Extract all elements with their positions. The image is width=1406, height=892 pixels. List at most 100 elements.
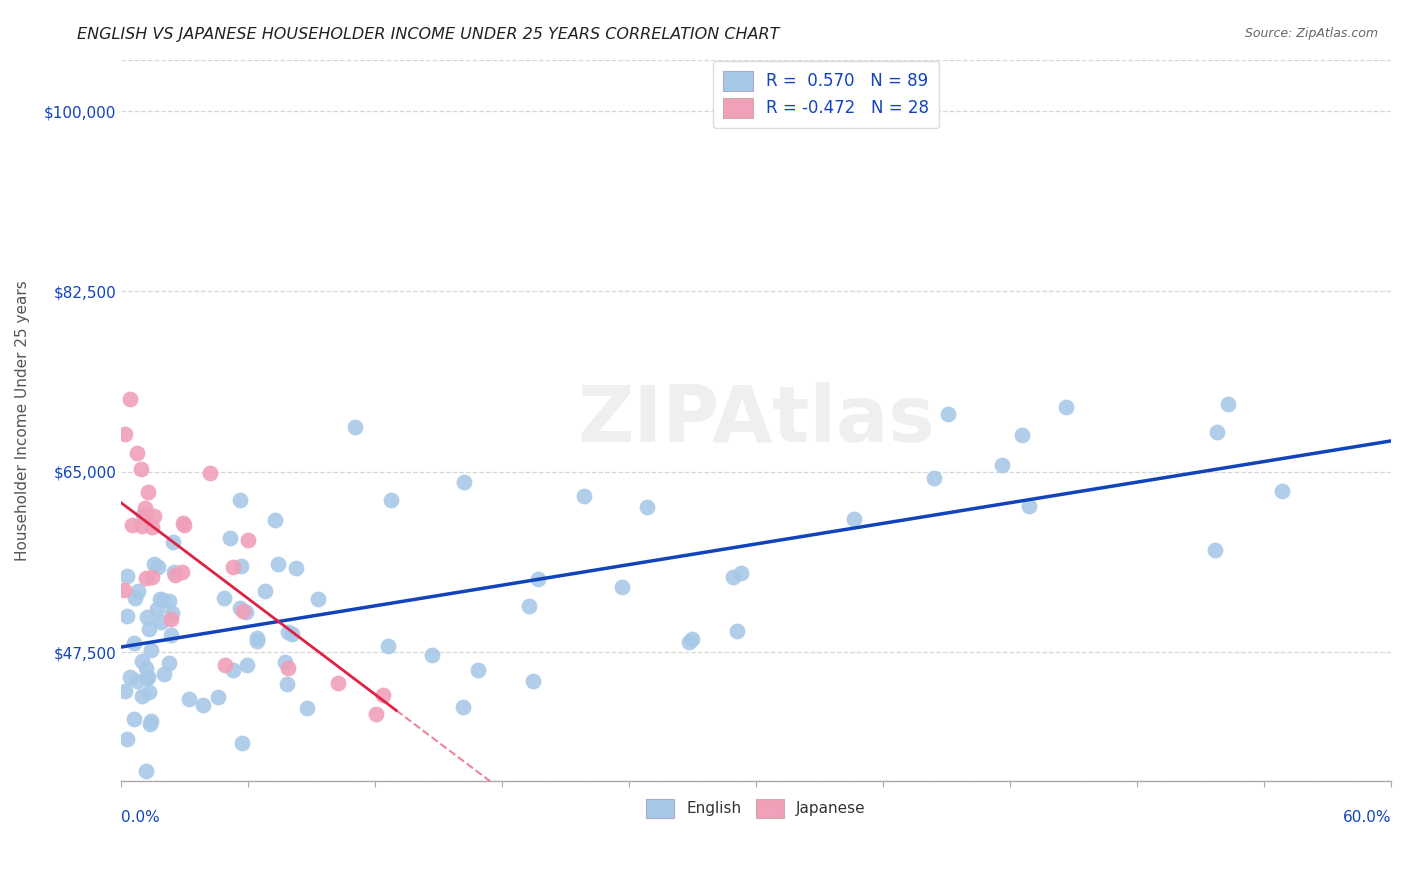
Point bbox=[1204, 543, 1226, 558]
Point bbox=[122, 635, 145, 649]
Point bbox=[991, 458, 1014, 473]
Point bbox=[222, 663, 245, 677]
Point bbox=[253, 584, 276, 599]
Point bbox=[136, 610, 159, 624]
Point bbox=[177, 691, 200, 706]
Text: ENGLISH VS JAPANESE HOUSEHOLDER INCOME UNDER 25 YEARS CORRELATION CHART: ENGLISH VS JAPANESE HOUSEHOLDER INCOME U… bbox=[77, 27, 780, 42]
Point bbox=[131, 508, 153, 523]
Point bbox=[229, 558, 252, 573]
Point bbox=[263, 512, 285, 526]
Point bbox=[1018, 499, 1040, 513]
Point bbox=[636, 500, 658, 514]
Point bbox=[136, 670, 159, 684]
Point bbox=[120, 392, 142, 406]
Point bbox=[131, 519, 153, 533]
Point bbox=[307, 592, 329, 607]
Point bbox=[467, 663, 489, 677]
Point bbox=[141, 570, 163, 584]
Point bbox=[149, 591, 172, 606]
Point bbox=[246, 633, 269, 648]
Point bbox=[173, 518, 195, 533]
Point bbox=[1216, 397, 1239, 411]
Point bbox=[200, 466, 222, 480]
Point bbox=[277, 661, 299, 675]
Point bbox=[160, 607, 183, 621]
Point bbox=[152, 592, 174, 607]
Point bbox=[229, 600, 252, 615]
Legend: English, Japanese: English, Japanese bbox=[640, 793, 872, 824]
Point bbox=[138, 622, 160, 636]
Point bbox=[115, 732, 138, 747]
Point bbox=[420, 648, 443, 662]
Point bbox=[122, 712, 145, 726]
Point bbox=[146, 602, 169, 616]
Point bbox=[1271, 484, 1294, 499]
Point bbox=[681, 632, 703, 646]
Point bbox=[172, 566, 194, 580]
Point bbox=[139, 714, 162, 728]
Point bbox=[207, 690, 229, 704]
Point bbox=[163, 565, 186, 579]
Point bbox=[280, 626, 302, 640]
Point bbox=[276, 677, 298, 691]
Point bbox=[139, 717, 162, 731]
Point bbox=[159, 594, 181, 608]
Point bbox=[273, 655, 295, 669]
Point bbox=[134, 501, 156, 516]
Point bbox=[730, 566, 752, 580]
Point bbox=[1054, 401, 1077, 415]
Point bbox=[366, 707, 388, 722]
Point bbox=[112, 582, 135, 597]
Point bbox=[572, 489, 595, 503]
Point bbox=[127, 584, 149, 599]
Point bbox=[135, 508, 157, 523]
Point bbox=[527, 572, 550, 586]
Point bbox=[373, 689, 395, 703]
Point bbox=[142, 509, 165, 524]
Text: 0.0%: 0.0% bbox=[121, 810, 160, 825]
Point bbox=[115, 608, 138, 623]
Point bbox=[163, 568, 186, 582]
Point bbox=[517, 599, 540, 614]
Point bbox=[267, 557, 290, 571]
Point bbox=[453, 475, 475, 490]
Point bbox=[136, 671, 159, 685]
Point bbox=[159, 628, 181, 642]
Point bbox=[157, 656, 180, 670]
Point bbox=[377, 639, 399, 653]
Point bbox=[139, 643, 162, 657]
Point bbox=[285, 561, 308, 575]
Point bbox=[295, 701, 318, 715]
Point bbox=[678, 634, 700, 648]
Point bbox=[142, 558, 165, 572]
Point bbox=[936, 407, 959, 421]
Point bbox=[114, 684, 136, 698]
Point bbox=[326, 675, 349, 690]
Point bbox=[153, 667, 176, 681]
Point bbox=[231, 736, 253, 750]
Point bbox=[721, 570, 744, 584]
Point bbox=[125, 674, 148, 689]
Point bbox=[214, 657, 236, 672]
Point bbox=[236, 533, 259, 547]
Point bbox=[135, 764, 157, 778]
Point bbox=[131, 654, 153, 668]
Point bbox=[246, 632, 269, 646]
Point bbox=[191, 698, 214, 712]
Point bbox=[172, 516, 194, 530]
Point bbox=[135, 571, 157, 585]
Point bbox=[236, 657, 259, 672]
Point bbox=[610, 580, 633, 594]
Point bbox=[228, 492, 250, 507]
Point bbox=[453, 700, 475, 714]
Point bbox=[118, 670, 141, 684]
Point bbox=[219, 532, 242, 546]
Point bbox=[922, 471, 945, 485]
Point bbox=[232, 604, 254, 618]
Point bbox=[114, 426, 136, 441]
Point bbox=[162, 535, 184, 549]
Y-axis label: Householder Income Under 25 years: Householder Income Under 25 years bbox=[15, 280, 30, 561]
Point bbox=[1011, 428, 1033, 442]
Text: 60.0%: 60.0% bbox=[1343, 810, 1391, 825]
Point bbox=[235, 605, 257, 619]
